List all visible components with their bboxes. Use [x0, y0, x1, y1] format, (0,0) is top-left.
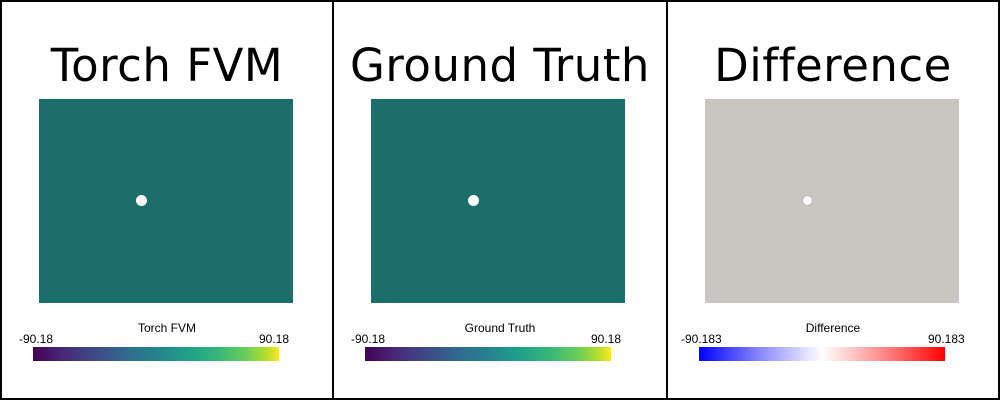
colorbar-title: Difference	[805, 321, 861, 335]
colorbar	[699, 347, 945, 361]
panel-title: Difference	[714, 39, 952, 92]
obstacle-circle	[802, 195, 813, 206]
colorbar-min-label: -90.18	[351, 332, 386, 346]
panel-torch-fvm: Torch FVM Torch FVM -90.18 90.18	[2, 2, 334, 398]
colorbar-min-label: -90.18	[19, 332, 54, 346]
field-plot	[371, 99, 625, 303]
panel-title: Ground Truth	[350, 39, 650, 92]
obstacle-circle	[468, 195, 479, 206]
colorbar-max-label: 90.18	[259, 332, 290, 346]
obstacle-circle	[136, 195, 147, 206]
panel-ground-truth: Ground Truth Ground Truth -90.18 90.18	[334, 2, 668, 398]
colorbar	[365, 347, 611, 361]
colorbar-title: Torch FVM	[137, 321, 196, 335]
field-plot	[705, 99, 959, 303]
colorbar-max-label: 90.18	[591, 332, 622, 346]
panel-title: Torch FVM	[50, 39, 284, 92]
colorbar	[33, 347, 279, 361]
panel-difference: Difference Difference -90.183 90.183	[668, 2, 998, 398]
colorbar-title: Ground Truth	[464, 321, 536, 335]
colorbar-min-label: -90.183	[681, 332, 722, 346]
colorbar-max-label: 90.183	[928, 332, 965, 346]
field-plot	[39, 99, 293, 303]
